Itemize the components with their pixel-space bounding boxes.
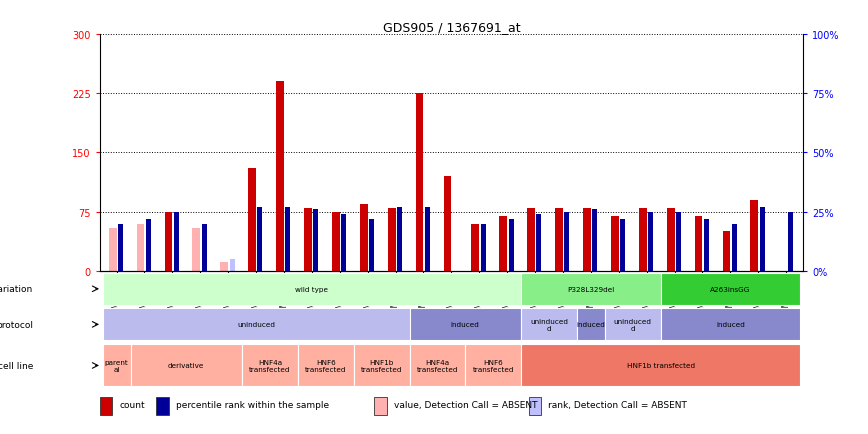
Text: HNF4a
transfected: HNF4a transfected [417,359,458,372]
Bar [354,345,410,387]
Text: parent
al: parent al [105,359,128,372]
Text: uninduced: uninduced [237,322,275,328]
Bar [611,216,619,271]
Text: rank, Detection Call = ABSENT: rank, Detection Call = ABSENT [549,401,687,409]
Bar [564,212,569,271]
Text: percentile rank within the sample: percentile rank within the sample [175,401,329,409]
Bar [536,214,542,271]
Bar [521,345,800,387]
Bar [369,219,374,271]
Bar [465,345,521,387]
Bar [509,219,514,271]
Bar [605,309,661,341]
Bar [444,184,451,271]
Bar [648,212,653,271]
Bar [787,212,792,271]
Text: HNF4a
transfected: HNF4a transfected [249,359,291,372]
Bar [136,224,144,271]
Bar [639,208,647,271]
Bar [276,82,284,271]
Text: protocol: protocol [0,320,33,329]
Text: wild type: wild type [295,286,328,292]
Text: derivative: derivative [168,363,205,368]
Bar [229,260,234,271]
Bar [332,212,339,271]
Bar [410,345,465,387]
Bar [661,309,800,341]
Bar [248,169,256,271]
Bar [118,224,123,271]
Bar [102,309,410,341]
Text: P328L329del: P328L329del [567,286,615,292]
Title: GDS905 / 1367691_at: GDS905 / 1367691_at [383,20,520,33]
Bar [556,208,563,271]
Bar [620,219,625,271]
Bar [313,210,319,271]
Bar [694,216,702,271]
Bar [360,204,368,271]
Bar [481,224,486,271]
Bar [410,309,521,341]
Bar [258,207,262,271]
Text: HNF1b
transfected: HNF1b transfected [361,359,403,372]
Bar [100,397,113,414]
Bar [499,216,507,271]
Bar [397,207,402,271]
Text: value, Detection Call = ABSENT: value, Detection Call = ABSENT [394,401,537,409]
Bar [201,224,207,271]
Bar [583,208,591,271]
Bar [722,232,730,271]
Bar [424,207,430,271]
Bar [130,345,242,387]
Bar [298,345,354,387]
Bar [471,224,479,271]
Text: induced: induced [450,322,480,328]
Bar [704,219,709,271]
Bar [174,212,179,271]
Bar [118,224,123,271]
Bar [193,228,201,271]
Bar [165,212,173,271]
Bar [220,262,228,271]
Bar [444,177,451,271]
Text: A263insGG: A263insGG [710,286,751,292]
Text: uninduced
d: uninduced d [530,318,568,331]
Bar [529,397,542,414]
Bar [592,210,597,271]
Text: cell line: cell line [0,361,33,370]
Bar [521,273,661,305]
Bar [102,345,130,387]
Bar [108,228,116,271]
Text: HNF1b transfected: HNF1b transfected [627,363,694,368]
Bar [146,219,151,271]
Bar [760,207,765,271]
Bar [661,273,800,305]
Text: HNF6
transfected: HNF6 transfected [472,359,514,372]
Bar [242,345,298,387]
Bar [732,224,737,271]
Text: genotype/variation: genotype/variation [0,285,33,294]
Bar [156,397,168,414]
Bar [577,309,605,341]
Text: count: count [120,401,145,409]
Bar [751,201,759,271]
Bar [201,224,207,271]
Bar [521,309,577,341]
Bar [667,208,674,271]
Bar [304,208,312,271]
Bar [146,219,151,271]
Text: induced: induced [576,322,605,328]
Bar [388,208,396,271]
Bar [102,273,521,305]
Bar [527,208,535,271]
Bar [286,207,291,271]
Text: uninduced
d: uninduced d [614,318,652,331]
Bar [676,212,681,271]
Bar [374,397,386,414]
Text: induced: induced [716,322,745,328]
Bar [341,214,346,271]
Text: HNF6
transfected: HNF6 transfected [305,359,346,372]
Bar [416,94,424,271]
